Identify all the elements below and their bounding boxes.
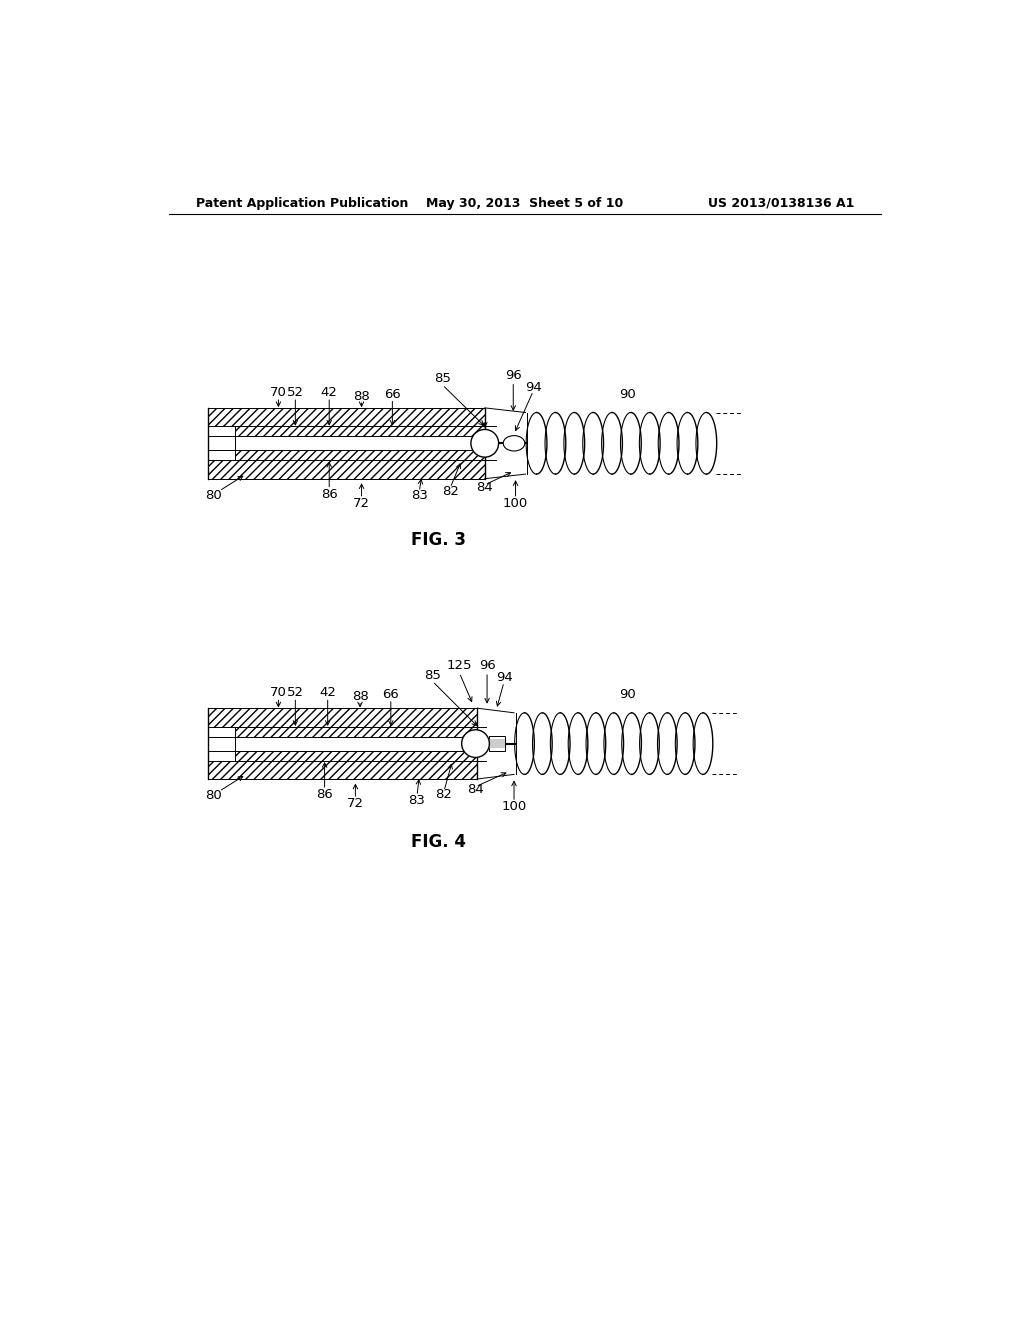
Bar xyxy=(208,708,477,726)
Text: US 2013/0138136 A1: US 2013/0138136 A1 xyxy=(708,197,854,210)
Text: 86: 86 xyxy=(316,788,333,801)
Bar xyxy=(208,437,720,450)
Text: 72: 72 xyxy=(347,797,364,810)
Text: 52: 52 xyxy=(287,385,304,399)
Text: Patent Application Publication: Patent Application Publication xyxy=(196,197,409,210)
Bar xyxy=(234,751,477,760)
Circle shape xyxy=(471,429,499,457)
Text: 70: 70 xyxy=(270,385,287,399)
Bar xyxy=(234,726,477,737)
Text: 42: 42 xyxy=(319,686,336,700)
Bar xyxy=(234,426,484,437)
Bar xyxy=(489,739,505,748)
Text: FIG. 4: FIG. 4 xyxy=(411,833,466,851)
Text: 84: 84 xyxy=(476,482,494,495)
Text: May 30, 2013  Sheet 5 of 10: May 30, 2013 Sheet 5 of 10 xyxy=(426,197,624,210)
Text: 85: 85 xyxy=(424,669,441,682)
Text: 66: 66 xyxy=(384,388,400,400)
Ellipse shape xyxy=(503,436,524,451)
Text: 90: 90 xyxy=(618,688,636,701)
Text: 70: 70 xyxy=(270,686,287,700)
Text: 82: 82 xyxy=(441,484,459,498)
Bar xyxy=(208,760,477,779)
Text: 52: 52 xyxy=(287,686,304,700)
Text: 86: 86 xyxy=(321,487,338,500)
Text: 83: 83 xyxy=(411,490,428,502)
Text: 100: 100 xyxy=(502,800,526,813)
Text: 85: 85 xyxy=(434,372,451,385)
Text: 82: 82 xyxy=(435,788,453,801)
Text: FIG. 3: FIG. 3 xyxy=(411,532,466,549)
Bar xyxy=(484,408,500,426)
Bar xyxy=(484,461,500,479)
Text: 42: 42 xyxy=(321,385,338,399)
Bar xyxy=(208,461,484,479)
Text: 66: 66 xyxy=(382,688,399,701)
Text: 100: 100 xyxy=(503,496,528,510)
Text: 90: 90 xyxy=(618,388,636,400)
Text: 72: 72 xyxy=(353,496,370,510)
Text: 88: 88 xyxy=(351,690,369,704)
Bar xyxy=(208,408,484,426)
Text: 94: 94 xyxy=(496,671,512,684)
Text: 94: 94 xyxy=(525,380,542,393)
Text: 125: 125 xyxy=(446,659,472,672)
Text: 80: 80 xyxy=(206,490,222,502)
Text: 80: 80 xyxy=(206,789,222,803)
Text: 88: 88 xyxy=(353,389,370,403)
Text: 84: 84 xyxy=(467,783,484,796)
Bar xyxy=(489,737,505,751)
Text: 96: 96 xyxy=(478,659,496,672)
Text: 83: 83 xyxy=(409,795,425,807)
Bar xyxy=(234,450,484,461)
Circle shape xyxy=(462,730,489,758)
Text: 96: 96 xyxy=(505,370,521,381)
Bar xyxy=(208,737,716,751)
